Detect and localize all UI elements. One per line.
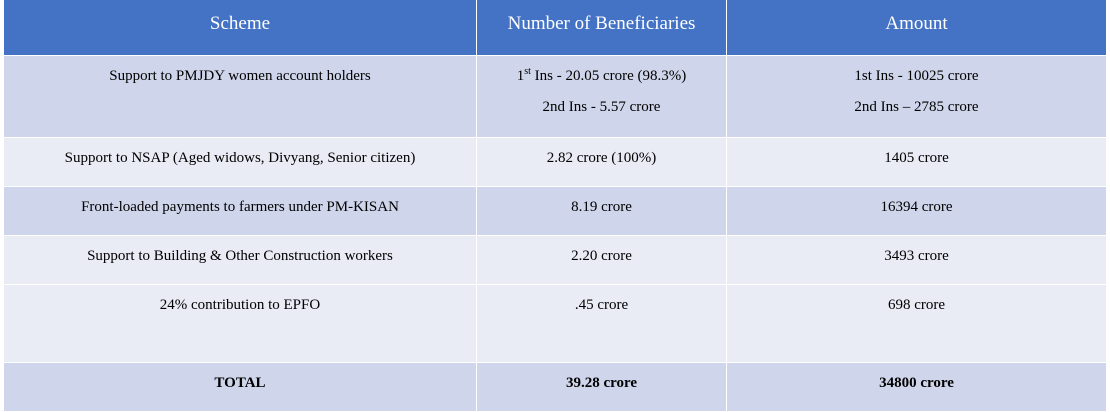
amount-line1: 1st Ins - 10025 crore: [854, 67, 979, 84]
header-amount: Amount: [726, 0, 1107, 56]
cell-scheme: Front-loaded payments to farmers under P…: [3, 186, 477, 236]
cell-amount: 698 crore: [726, 284, 1107, 363]
cell-scheme: 24% contribution to EPFO: [3, 284, 477, 363]
cell-beneficiaries: 2.20 crore: [476, 235, 727, 285]
total-row: TOTAL 39.28 crore 34800 crore: [3, 362, 1107, 412]
header-row: Scheme Number of Beneficiaries Amount: [3, 0, 1107, 56]
cell-scheme: Support to NSAP (Aged widows, Divyang, S…: [3, 137, 477, 187]
beneficiaries-line1: 1st Ins - 20.05 crore (98.3%): [516, 65, 687, 84]
total-amount: 34800 crore: [726, 362, 1107, 412]
cell-beneficiaries: 8.19 crore: [476, 186, 727, 236]
total-label: TOTAL: [3, 362, 477, 412]
table-row: Support to NSAP (Aged widows, Divyang, S…: [3, 137, 1107, 187]
header-scheme: Scheme: [3, 0, 477, 56]
table-row: Support to PMJDY women account holders 1…: [3, 55, 1107, 138]
cell-beneficiaries: .45 crore: [476, 284, 727, 363]
cell-amount: 1st Ins - 10025 crore 2nd Ins – 2785 cro…: [726, 55, 1107, 138]
table-row: 24% contribution to EPFO .45 crore 698 c…: [3, 284, 1107, 363]
cell-scheme: Support to Building & Other Construction…: [3, 235, 477, 285]
cell-beneficiaries: 2.82 crore (100%): [476, 137, 727, 187]
cell-amount: 1405 crore: [726, 137, 1107, 187]
table-row: Front-loaded payments to farmers under P…: [3, 186, 1107, 236]
amount-line2: 2nd Ins – 2785 crore: [854, 98, 979, 115]
total-beneficiaries: 39.28 crore: [476, 362, 727, 412]
cell-amount: 3493 crore: [726, 235, 1107, 285]
schemes-table: Scheme Number of Beneficiaries Amount Su…: [3, 0, 1107, 412]
beneficiaries-line2: 2nd Ins - 5.57 crore: [542, 98, 661, 115]
header-beneficiaries: Number of Beneficiaries: [476, 0, 727, 56]
cell-scheme: Support to PMJDY women account holders: [3, 55, 477, 138]
table-row: Support to Building & Other Construction…: [3, 235, 1107, 285]
scheme-text: Support to PMJDY women account holders: [109, 67, 371, 84]
cell-beneficiaries: 1st Ins - 20.05 crore (98.3%) 2nd Ins - …: [476, 55, 727, 138]
cell-amount: 16394 crore: [726, 186, 1107, 236]
